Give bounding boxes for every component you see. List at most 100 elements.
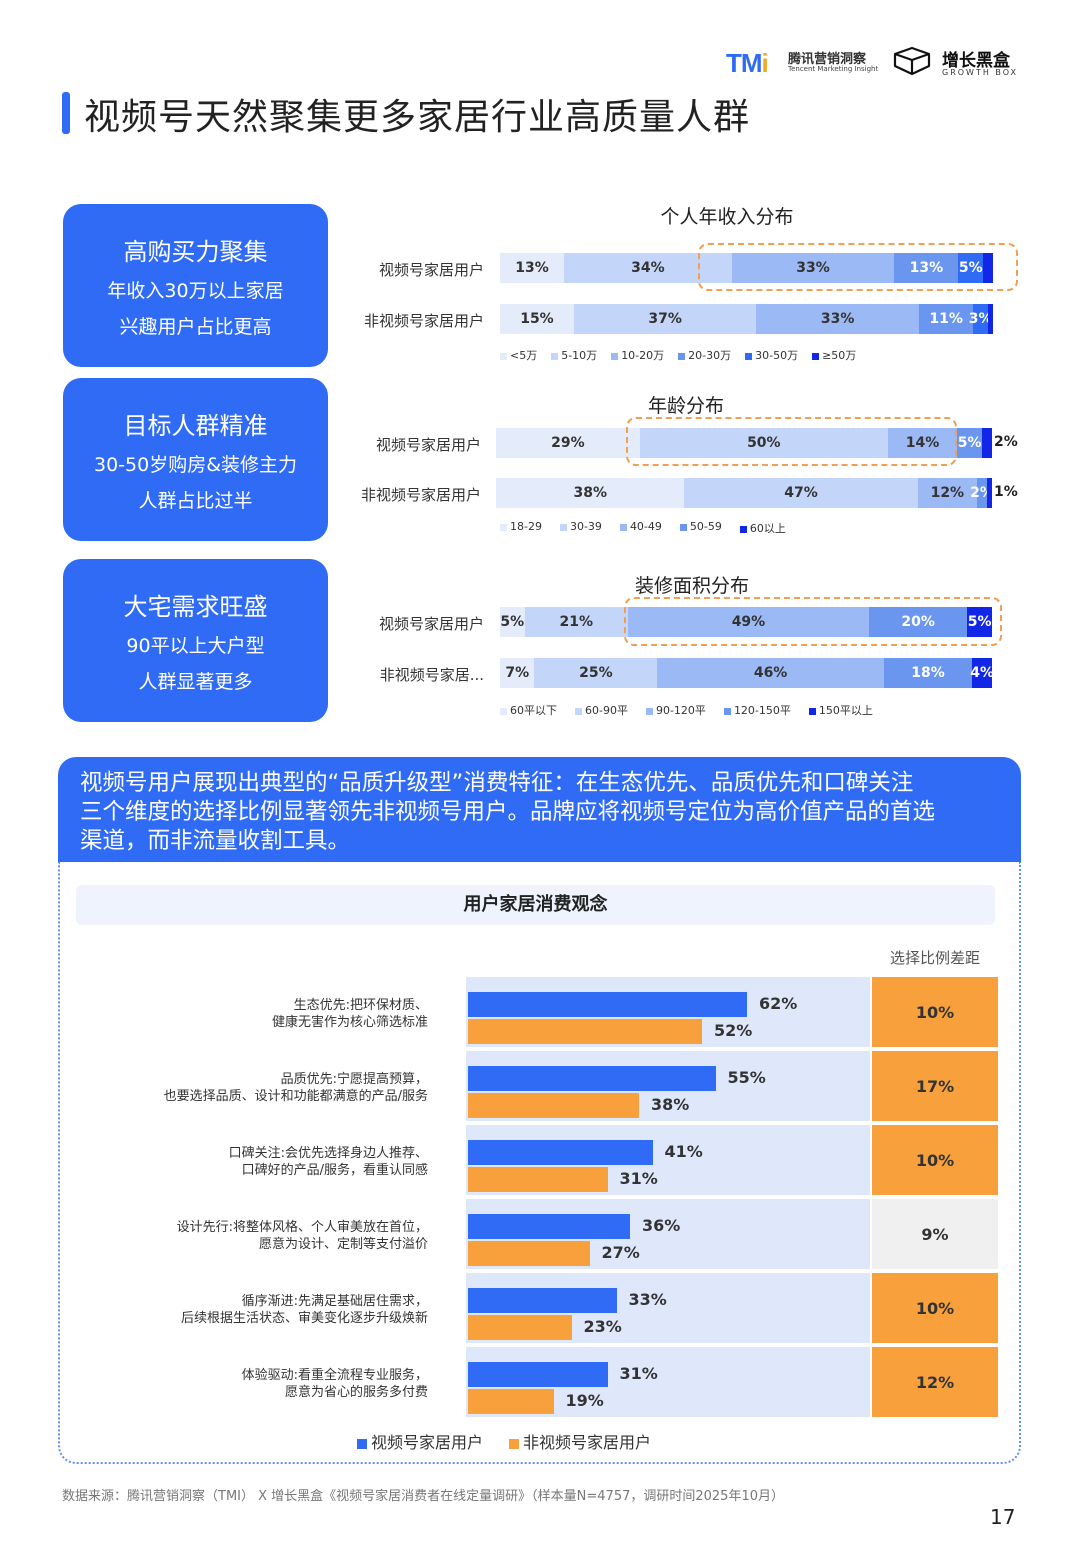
card-text: 年收入30万以上家居 兴趣用户占比更高 (107, 280, 284, 338)
legend-item: 50-59 (679, 520, 722, 536)
legend-item: 60以上 (739, 520, 786, 536)
bar-non-channels (468, 1093, 639, 1118)
category-label: 循序渐进:先满足基础居住需求， 后续根据生活状态、审美变化逐步升级焕新 (180, 1294, 428, 1326)
card-purchasing-power: 高购买力聚集 年收入30万以上家居 兴趣用户占比更高 (63, 204, 328, 367)
stacked-bar: 38% 47% 12% 2% (496, 478, 994, 508)
legend-swatch (551, 352, 559, 360)
value-label: 36% (642, 1216, 681, 1235)
bar-segment: 37% (573, 304, 757, 334)
row-label: 非视频号家居用户 (360, 486, 481, 504)
category-label: 设计先行:将整体风格、个人审美放在首位， 愿意为设计、定制等支付溢价 (176, 1220, 428, 1252)
chart-title: 年龄分布 (647, 395, 724, 417)
legend-item: 120-150平 (723, 702, 791, 718)
bar-non-channels (468, 1019, 702, 1044)
consumption-chart-title: 用户家居消费观念 (76, 885, 995, 925)
legend-item: 60-90平 (575, 702, 628, 718)
legend-swatch (808, 707, 816, 715)
legend-swatch (500, 707, 507, 715)
bar-segment (982, 428, 992, 458)
card-target-audience: 目标人群精准 30-50岁购房&装修主力 人群占比过半 (63, 378, 328, 541)
title-accent-bar (62, 92, 70, 134)
bar-segment (983, 253, 993, 283)
row-label: 非视频号家居... (379, 666, 484, 684)
bar-segment: 13% (500, 253, 565, 283)
diff-cell: 12% (872, 1347, 998, 1417)
legend-swatch (679, 523, 687, 531)
value-label: 41% (664, 1142, 703, 1161)
value-label: 62% (759, 994, 798, 1013)
bar-segment: 18% (883, 658, 973, 688)
row-label: 非视频号家居用户 (363, 312, 484, 330)
chart-title: 个人年收入分布 (660, 206, 794, 228)
legend-item: 30-39 (559, 520, 602, 536)
value-label: 19% (565, 1391, 604, 1410)
legend-item-channels: 视频号家居用户 (357, 1429, 483, 1453)
bar-segment: 15% (500, 304, 574, 334)
card-large-home: 大宅需求旺盛 90平以上大户型 人群显著更多 (63, 559, 328, 722)
card-heading: 高购买力聚集 (123, 238, 268, 266)
legend-item: 20-30万 (678, 347, 731, 363)
legend-item: ≥50万 (812, 347, 856, 363)
row-label: 视频号家居用户 (375, 436, 481, 454)
highlight-box (624, 597, 1002, 646)
legend-item: 40-49 (619, 520, 662, 536)
card-heading: 大宅需求旺盛 (123, 593, 268, 621)
bar-segment: 3% (969, 304, 993, 334)
legend-swatch (812, 352, 820, 360)
legend-swatch (509, 1438, 520, 1449)
banner-line: 三个维度的选择比例显著领先非视频号用户。品牌应将视频号定位为高价值产品的首选 (80, 799, 936, 825)
diff-column-header: 选择比例差距 (889, 949, 980, 967)
category-label: 生态优先:把环保材质、 健康无害作为核心筛选标准 (271, 998, 428, 1030)
row-label: 视频号家居用户 (378, 261, 484, 279)
value-label: 55% (727, 1068, 766, 1087)
legend-item: 18-29 (500, 520, 542, 536)
bar-segment: 49% (627, 607, 869, 637)
bar-channels (468, 1066, 716, 1091)
bar-segment: 33% (731, 253, 895, 283)
card-heading: 目标人群精准 (123, 412, 268, 440)
bar-segment: 46% (657, 658, 884, 688)
consumption-panel (58, 862, 1021, 1464)
legend-swatch (611, 352, 619, 360)
card-text: 30-50岁购房&装修主力 人群占比过半 (93, 454, 298, 512)
stacked-bar: 15% 37% 33% 11% 3% (500, 304, 993, 334)
bar-segment: 50% (639, 428, 888, 458)
value-label: 31% (619, 1364, 658, 1383)
data-source: 数据来源：腾讯营销洞察（TMI） X 增长黑盒《视频号家居消费者在线定量调研》（… (62, 1489, 784, 1504)
bar-segment: 38% (496, 478, 685, 508)
value-label: 27% (601, 1243, 640, 1262)
bar-segment: 5% (958, 253, 984, 283)
chart-legend: 18-29 30-39 40-49 50-59 60以上 (500, 520, 786, 536)
legend-swatch (357, 1438, 367, 1449)
legend-swatch (619, 523, 627, 531)
bar-non-channels (468, 1241, 590, 1266)
bar-segment: 2% (970, 478, 994, 508)
bar-segment: 13% (894, 253, 959, 283)
diff-cell: 10% (872, 977, 998, 1047)
stacked-bar: 29% 50% 14% 5% (496, 428, 992, 458)
bar-channels (468, 992, 747, 1017)
legend-swatch (745, 352, 753, 360)
legend-swatch (645, 707, 653, 715)
bar-non-channels (468, 1389, 554, 1414)
bar-segment: 21% (524, 607, 628, 637)
diff-cell: 9% (872, 1199, 998, 1269)
legend-swatch (723, 707, 731, 715)
page-title: 视频号天然聚集更多家居行业高质量人群 (84, 97, 751, 138)
legend-swatch (739, 525, 747, 533)
value-label: 38% (651, 1095, 690, 1114)
bar-segment: 5% (500, 607, 525, 637)
diff-cell: 10% (872, 1125, 998, 1195)
bar-segment: 34% (564, 253, 732, 283)
bar-segment: 4% (970, 658, 994, 688)
diff-cell: 10% (872, 1273, 998, 1343)
bar-segment: 29% (496, 428, 640, 458)
tmi-logo-cn: 腾讯营销洞察 (788, 52, 867, 67)
tmi-logo-mark: TMi (726, 48, 769, 78)
legend-item-non-channels: 非视频号家居用户 (509, 1429, 651, 1453)
highlight-box (626, 417, 957, 466)
growthbox-logo: 增长黑盒 GROWTH BOX (892, 44, 1032, 78)
diff-cell: 17% (872, 1051, 998, 1121)
data-label: 1% (994, 484, 1018, 500)
banner-line: 视频号用户展现出典型的“品质升级型”消费特征：在生态优先、品质优先和口碑关注 (80, 770, 914, 796)
